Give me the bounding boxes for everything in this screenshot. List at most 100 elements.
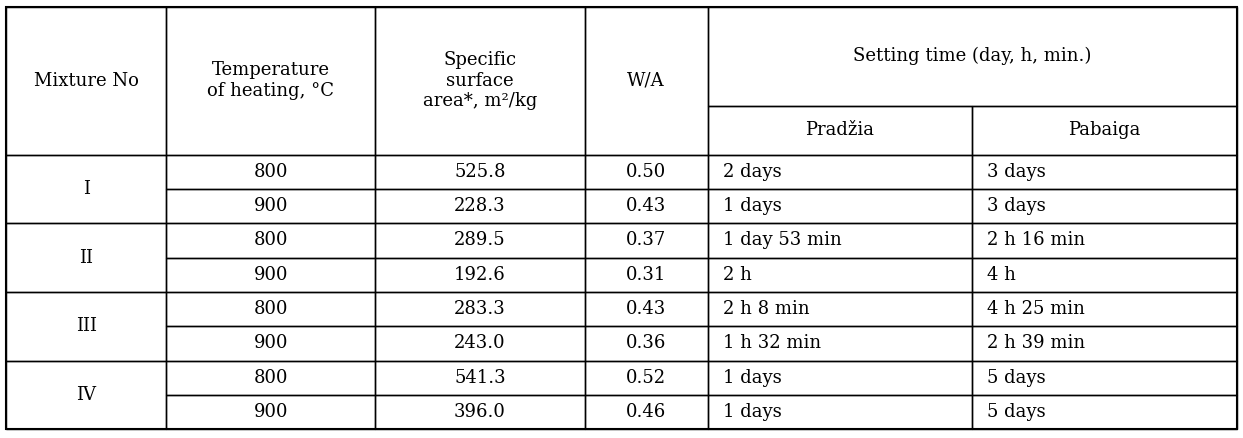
Bar [375,189,584,223]
Text: 1 day 53 min: 1 day 53 min [722,231,842,249]
Text: I: I [83,180,89,198]
Text: II: II [80,248,93,267]
Text: 0.52: 0.52 [626,369,666,387]
Text: 1 days: 1 days [722,369,782,387]
Bar [972,360,1237,395]
Bar [584,155,707,189]
Text: Setting time (day, h, min.): Setting time (day, h, min.) [853,47,1091,65]
Bar [584,258,707,292]
Text: 228.3: 228.3 [454,197,506,215]
Bar [584,395,707,429]
Text: 4 h: 4 h [987,266,1016,284]
Bar [972,395,1237,429]
Bar [375,223,584,258]
Text: 0.31: 0.31 [626,266,666,284]
Bar [584,7,707,155]
Text: 900: 900 [254,403,288,421]
Bar [707,395,972,429]
Text: IV: IV [76,386,96,404]
Text: 0.36: 0.36 [626,334,666,353]
Bar [167,360,375,395]
Text: 5 days: 5 days [987,403,1045,421]
Text: 3 days: 3 days [987,162,1045,181]
Text: 900: 900 [254,266,288,284]
Text: 800: 800 [254,300,288,318]
Bar [707,326,972,360]
Bar [167,189,375,223]
Bar [707,7,1237,106]
Bar [707,292,972,326]
Bar [167,223,375,258]
Bar [972,223,1237,258]
Text: 2 h 8 min: 2 h 8 min [722,300,809,318]
Text: 2 h: 2 h [722,266,752,284]
Text: 2 days: 2 days [722,162,781,181]
Bar [167,155,375,189]
Bar [167,395,375,429]
Text: 525.8: 525.8 [454,162,506,181]
Text: 283.3: 283.3 [454,300,506,318]
Bar [972,258,1237,292]
Text: 541.3: 541.3 [454,369,506,387]
Bar [6,360,167,429]
Bar [584,223,707,258]
Text: Temperature
of heating, °C: Temperature of heating, °C [208,61,334,100]
Bar [707,106,972,155]
Bar [375,155,584,189]
Text: W/A: W/A [628,71,665,89]
Text: 0.46: 0.46 [626,403,666,421]
Bar [584,292,707,326]
Text: 800: 800 [254,369,288,387]
Text: 3 days: 3 days [987,197,1045,215]
Bar [375,395,584,429]
Text: Pabaiga: Pabaiga [1068,121,1141,139]
Text: 1 days: 1 days [722,403,782,421]
Bar [707,223,972,258]
Bar [6,155,167,223]
Text: Specific
surface
area*, m²/kg: Specific surface area*, m²/kg [423,51,537,110]
Text: 192.6: 192.6 [454,266,506,284]
Bar [375,360,584,395]
Text: 396.0: 396.0 [454,403,506,421]
Bar [972,189,1237,223]
Bar [375,258,584,292]
Text: 900: 900 [254,334,288,353]
Bar [707,360,972,395]
Bar [167,326,375,360]
Bar [584,189,707,223]
Text: 243.0: 243.0 [454,334,506,353]
Text: 0.37: 0.37 [626,231,666,249]
Bar [167,258,375,292]
Text: 1 days: 1 days [722,197,782,215]
Text: 0.43: 0.43 [626,197,666,215]
Bar [707,155,972,189]
Bar [6,292,167,360]
Text: 289.5: 289.5 [454,231,506,249]
Text: Mixture No: Mixture No [34,71,139,89]
Text: 5 days: 5 days [987,369,1045,387]
Bar [972,106,1237,155]
Bar [707,258,972,292]
Bar [167,292,375,326]
Bar [167,7,375,155]
Text: 1 h 32 min: 1 h 32 min [722,334,820,353]
Bar [584,360,707,395]
Bar [707,189,972,223]
Text: 4 h 25 min: 4 h 25 min [987,300,1085,318]
Text: Pradžia: Pradžia [805,121,874,139]
Bar [972,326,1237,360]
Text: 800: 800 [254,231,288,249]
Bar [6,7,167,155]
Bar [375,326,584,360]
Bar [375,292,584,326]
Text: 2 h 39 min: 2 h 39 min [987,334,1085,353]
Text: 0.50: 0.50 [626,162,666,181]
Bar [375,7,584,155]
Text: 800: 800 [254,162,288,181]
Bar [6,223,167,292]
Text: 2 h 16 min: 2 h 16 min [987,231,1085,249]
Bar [972,292,1237,326]
Text: 900: 900 [254,197,288,215]
Bar [972,155,1237,189]
Bar [584,326,707,360]
